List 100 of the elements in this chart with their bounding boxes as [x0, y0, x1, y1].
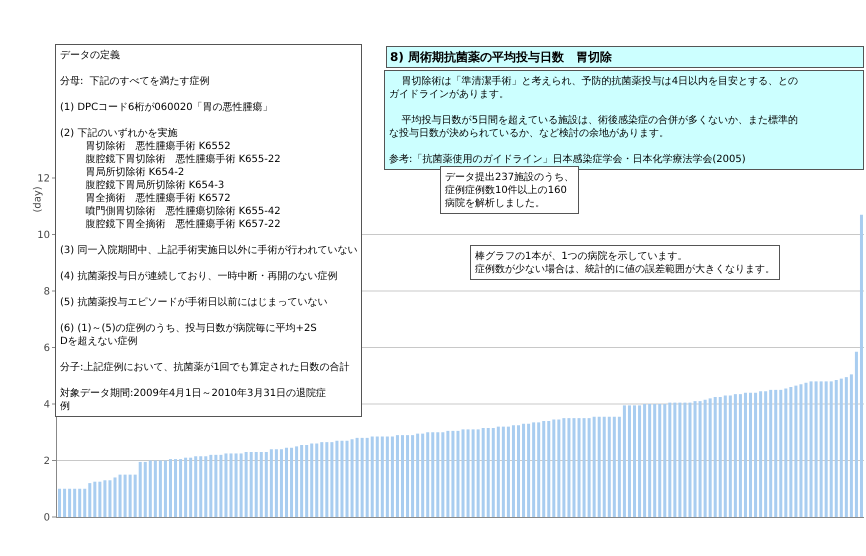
bar — [704, 400, 707, 517]
annotation: (5) 抗菌薬投与エピソードが手術日以前にはじまっていない — [60, 296, 328, 308]
bar — [260, 452, 263, 517]
bar — [416, 434, 420, 517]
bar — [567, 418, 570, 517]
bar — [219, 454, 222, 517]
bar — [688, 402, 692, 517]
bar — [810, 381, 813, 517]
bar — [694, 401, 697, 517]
bar — [769, 390, 772, 517]
bar — [300, 444, 304, 517]
bar — [482, 428, 485, 517]
y-tick-label: 0 — [44, 512, 50, 524]
bar — [516, 425, 520, 517]
bar — [638, 405, 642, 517]
bar — [138, 462, 142, 517]
bar — [592, 416, 596, 517]
bar — [386, 436, 389, 517]
text: 平均投与日数が5日間を超えている施設は、術後感染症の合併が多くないか、また標準的な投与日数が決められているか、など検討の余地があります。 — [389, 114, 798, 139]
bar — [502, 426, 505, 517]
bar — [118, 474, 122, 517]
bar — [844, 377, 848, 517]
bar — [148, 460, 152, 517]
bar — [350, 439, 354, 517]
bar — [789, 387, 792, 517]
annotation: (4) 抗菌薬投与日が連続しており、一時中断・再開のない症例 — [60, 270, 338, 282]
bar — [58, 488, 62, 517]
bar — [588, 418, 591, 517]
bar — [582, 418, 586, 517]
text: (2) 下記のいずれかを実施 — [60, 127, 178, 139]
bar — [774, 390, 778, 517]
annotation: 分子:上記症例において、抗菌薬が1回でも算定された日数の合計 — [60, 361, 350, 373]
bar — [68, 488, 72, 517]
bar — [446, 430, 450, 517]
bar — [779, 390, 782, 517]
bar — [189, 458, 192, 517]
bar — [658, 404, 662, 517]
bar — [466, 429, 470, 517]
bar — [310, 444, 314, 517]
bar — [305, 444, 308, 517]
bar — [764, 391, 768, 517]
bar — [804, 382, 808, 517]
bar — [88, 483, 92, 517]
bar — [824, 381, 828, 517]
y-tick-label: 10 — [37, 230, 50, 241]
bar — [608, 416, 611, 517]
bar — [209, 454, 212, 517]
bar — [486, 428, 490, 517]
bar — [476, 429, 480, 517]
bar — [270, 449, 273, 517]
bar — [330, 442, 334, 517]
bar — [78, 488, 82, 517]
bar — [850, 374, 853, 517]
bar — [628, 405, 631, 517]
bar — [340, 440, 344, 517]
bar — [184, 458, 188, 517]
bar — [366, 438, 369, 517]
bar — [406, 435, 410, 517]
bar — [396, 435, 399, 517]
annotation: 棒グラフの1本が、1つの病院を示しています。 — [475, 250, 688, 262]
bar — [794, 386, 798, 517]
bar — [542, 420, 546, 517]
bar — [380, 436, 384, 517]
y-tick-label: 6 — [44, 343, 50, 354]
bar — [643, 404, 646, 517]
annotation: 腹腔鏡下胃全摘術 悪性腫瘍手術 K657-22 — [60, 218, 281, 230]
bar — [754, 392, 758, 517]
bar — [224, 453, 228, 517]
text: (1) DPCコード6桁が060020「胃の悪性腫瘍」 — [60, 101, 273, 113]
bar — [250, 452, 253, 517]
bar — [612, 416, 616, 517]
bar — [678, 402, 682, 517]
bar — [633, 405, 636, 517]
bar — [698, 401, 702, 517]
bar — [360, 438, 364, 517]
bar — [708, 398, 712, 517]
bar — [653, 404, 656, 517]
bar — [168, 459, 172, 517]
bar — [134, 474, 137, 517]
bar — [854, 352, 858, 517]
bar — [668, 402, 672, 517]
bar — [63, 488, 66, 517]
bar — [411, 435, 414, 517]
annotation: 胃局所切除術 K654-2 — [60, 166, 184, 178]
bar — [598, 416, 601, 517]
bar — [335, 440, 338, 517]
bar — [759, 391, 762, 517]
bar — [103, 480, 106, 517]
bar — [128, 474, 132, 517]
bar — [724, 396, 727, 517]
bar — [506, 426, 510, 517]
bar — [376, 436, 379, 517]
bar — [512, 425, 515, 517]
bar — [356, 438, 359, 517]
bar — [557, 420, 560, 517]
bar — [738, 394, 742, 517]
text: 胃切除術は「準清潔手術」と考えられ、予防的抗菌薬投与は4日以内を目安とする、とのガイドラインがあります。 — [389, 75, 798, 100]
bar — [663, 404, 666, 517]
chart-title: 8) 周術期抗菌薬の平均投与日数 胃切除 — [390, 50, 614, 64]
y-axis-title: (day) — [32, 186, 44, 212]
